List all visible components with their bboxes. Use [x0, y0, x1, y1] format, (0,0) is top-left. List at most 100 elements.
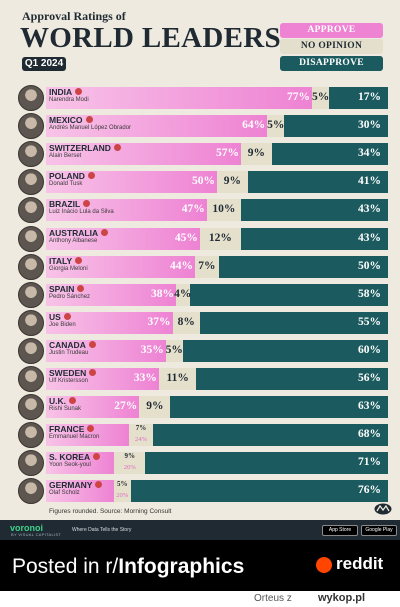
- approve-value: 45%: [174, 231, 198, 244]
- leader-photo: [18, 113, 44, 140]
- flag-icon: [95, 481, 103, 489]
- quarter-badge: Q1 2024: [22, 57, 66, 71]
- approve-value: 37%: [147, 315, 171, 328]
- leader-name: Emmanuel Macron: [49, 434, 100, 441]
- chart-row: US Joe Biden 37% 8% 55%: [0, 309, 400, 337]
- chart-row: SPAIN Pedro Sánchez 38% 4% 58%: [0, 281, 400, 309]
- chart-row: CANADA Justin Trudeau 35% 5% 60%: [0, 337, 400, 365]
- leader-photo: [18, 253, 44, 280]
- no-opinion-value: 12%: [208, 231, 232, 244]
- country-label: GERMANY: [49, 480, 103, 490]
- country-label: POLAND: [49, 171, 95, 181]
- voronoi-tagline: Where Data Tells the Story: [72, 527, 132, 533]
- morning-consult-logo: [374, 503, 392, 515]
- credit-bar: Orteus z wykop.pl: [0, 591, 400, 607]
- flag-icon: [89, 369, 97, 376]
- leader-name: Andrés Manuel López Obrador: [49, 125, 132, 132]
- disapprove-bar: [271, 143, 388, 166]
- leader-photo: [18, 450, 44, 477]
- no-opinion-bar: [139, 396, 171, 419]
- leader-photo: [18, 337, 44, 364]
- flag-icon: [113, 144, 121, 152]
- approve-value: 27%: [114, 400, 138, 413]
- leader-photo: [18, 478, 44, 505]
- country-label: SWITZERLAND: [49, 143, 121, 153]
- no-opinion-bar: [113, 480, 131, 503]
- leader-name: Luiz Inácio Lula da Silva: [49, 209, 114, 216]
- approve-value: 38%: [150, 287, 174, 300]
- no-opinion-bar: [114, 452, 146, 475]
- country-label: S. KOREA: [49, 452, 101, 462]
- disapprove-bar: [240, 227, 388, 250]
- flag-icon: [88, 340, 96, 348]
- voronoi-logo[interactable]: voronoi: [10, 523, 43, 533]
- no-opinion-value: 11%: [166, 372, 189, 384]
- disapprove-value: 56%: [358, 372, 381, 384]
- approve-value: 33%: [133, 372, 157, 384]
- wykop-logo[interactable]: wykop.pl: [318, 592, 366, 604]
- chart-subtitle: Approval Ratings of: [22, 9, 126, 23]
- no-opinion-bar: [206, 199, 241, 222]
- country-name: MEXICO: [49, 115, 83, 126]
- disapprove-value: 68%: [358, 428, 381, 441]
- approve-value: 44%: [169, 259, 193, 272]
- no-opinion-value: 8%: [177, 315, 195, 328]
- flag-icon: [75, 88, 83, 95]
- author-credit[interactable]: Orteus z: [254, 593, 292, 604]
- country-name: FRANCE: [49, 424, 85, 435]
- country-label: INDIA: [49, 87, 83, 97]
- country-name: BRAZIL: [49, 199, 81, 210]
- chart-row: MEXICO Andrés Manuel López Obrador 64% 5% 30…: [0, 112, 400, 140]
- leader-name: Anthony Albanese: [49, 237, 98, 244]
- leader-photo: [18, 141, 44, 168]
- country-label: SPAIN: [49, 283, 85, 294]
- country-name: POLAND: [49, 171, 85, 182]
- leader-name: Justin Trudeau: [49, 349, 89, 356]
- no-opinion-bar: [172, 311, 200, 334]
- leader-name: Yoon Seok-youl: [49, 462, 91, 469]
- flag-icon: [83, 200, 91, 208]
- country-name: CANADA: [49, 339, 86, 350]
- app-store-button[interactable]: App Store: [322, 525, 358, 536]
- no-opinion-bar: [128, 424, 154, 447]
- no-opinion-value: 4%: [174, 287, 192, 300]
- country-name: SPAIN: [49, 283, 75, 294]
- leader-photo: [18, 422, 44, 449]
- approve-bar: [46, 87, 312, 109]
- no-opinion-value: 5%: [165, 343, 183, 356]
- approve-value-small: 20%: [116, 492, 129, 500]
- country-name: U.K.: [49, 396, 66, 407]
- leader-name: Rishi Sunak: [49, 406, 82, 413]
- no-opinion-value: 9%: [247, 147, 265, 160]
- reddit-icon[interactable]: [316, 557, 332, 573]
- flag-icon: [75, 256, 83, 264]
- approve-bar: [46, 227, 200, 250]
- approve-bar: [46, 143, 241, 166]
- leader-photo: [18, 169, 44, 196]
- subreddit-name: Infographics: [118, 555, 245, 578]
- no-opinion-bar: [158, 368, 197, 390]
- chart-row: INDIA Narendra Modi 77% 5% 17%: [0, 84, 400, 112]
- country-label: SWEDEN: [49, 368, 97, 378]
- google-play-button[interactable]: Google Play: [361, 525, 397, 536]
- no-opinion-value: 9%: [223, 175, 241, 188]
- no-opinion-value: 5%: [312, 91, 330, 103]
- approve-value-small: 24%: [135, 436, 147, 444]
- disapprove-value: 76%: [358, 484, 381, 497]
- flag-icon: [85, 116, 93, 124]
- leader-photo: [18, 225, 44, 252]
- country-label: U.K.: [49, 396, 76, 406]
- reddit-logo-text[interactable]: reddit: [336, 554, 384, 573]
- country-name: ITALY: [49, 255, 73, 266]
- chart-row: AUSTRALIA Anthony Albanese 45% 12% 43%: [0, 225, 400, 253]
- no-opinion-value: 7%: [135, 424, 147, 433]
- posted-in-text[interactable]: Posted in r/Infographics: [12, 555, 244, 579]
- approve-value-small: 20%: [123, 464, 136, 472]
- leader-name: Olaf Scholz: [49, 490, 80, 497]
- country-label: MEXICO: [49, 115, 93, 125]
- disapprove-value: 60%: [358, 343, 381, 356]
- legend-approve: APPROVE: [280, 23, 383, 38]
- no-opinion-bar: [240, 143, 272, 166]
- country-name: AUSTRALIA: [49, 227, 99, 238]
- leader-photo: [18, 85, 44, 111]
